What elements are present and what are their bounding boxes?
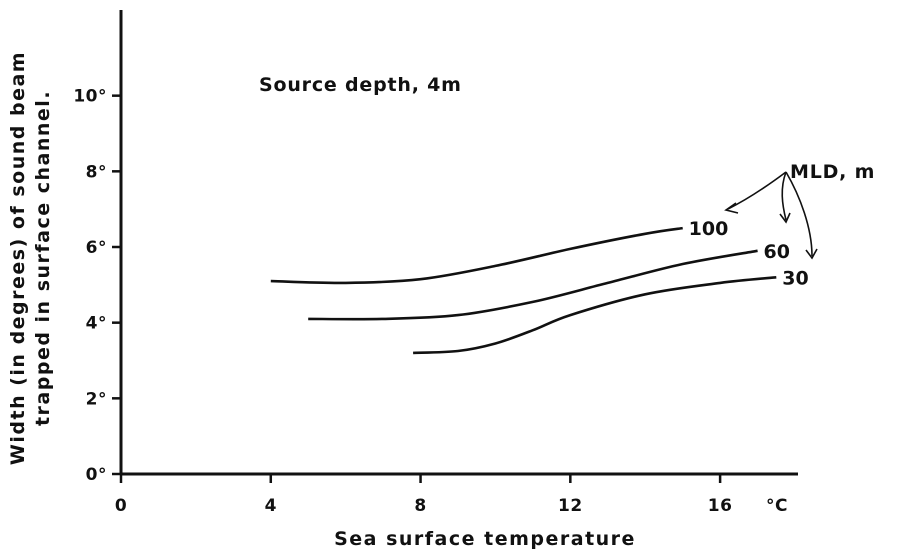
arrow-to-60	[781, 171, 787, 221]
x-tick-label: 8	[414, 496, 426, 516]
series-line-60	[308, 249, 758, 321]
y-tick-label: 10°	[73, 87, 107, 107]
legend-title: MLD, m	[790, 161, 875, 183]
y-tick-label: 8°	[86, 162, 107, 182]
y-ticks: 0° 2° 4° 6° 8° 10°	[73, 87, 121, 485]
series-label-30: 30	[782, 267, 808, 289]
y-tick-label: 2°	[86, 389, 107, 409]
arrowhead-30	[805, 248, 818, 260]
x-tick-label: 4	[265, 496, 277, 516]
x-tick-label: 16	[708, 496, 733, 516]
series-label-60: 60	[764, 241, 790, 263]
series-lines: 100 60 30	[270, 218, 809, 355]
x-tick-label: 0	[115, 496, 127, 516]
legend-arrows	[724, 171, 818, 260]
x-unit-label: °C	[766, 496, 788, 516]
y-axis-title-line2: trapped in surface channel.	[32, 90, 54, 426]
series-label-100: 100	[689, 218, 729, 240]
series-line-30	[413, 276, 777, 355]
source-depth-annotation: Source depth, 4m	[259, 74, 462, 96]
y-tick-label: 6°	[86, 238, 107, 258]
arrow-to-30	[785, 171, 813, 257]
series-line-100	[270, 226, 683, 285]
arrowhead-100	[724, 202, 739, 214]
y-axis-title-line1: Width (in degrees) of sound beam	[7, 51, 29, 465]
y-tick-label: 4°	[86, 314, 107, 334]
x-tick-label: 12	[558, 496, 583, 516]
y-tick-label: 0°	[86, 465, 107, 485]
x-ticks: 0 4 8 12 16	[115, 474, 733, 516]
x-axis-title: Sea surface temperature	[334, 528, 636, 550]
arrow-to-100	[727, 171, 787, 210]
arrowhead-60	[779, 212, 791, 224]
